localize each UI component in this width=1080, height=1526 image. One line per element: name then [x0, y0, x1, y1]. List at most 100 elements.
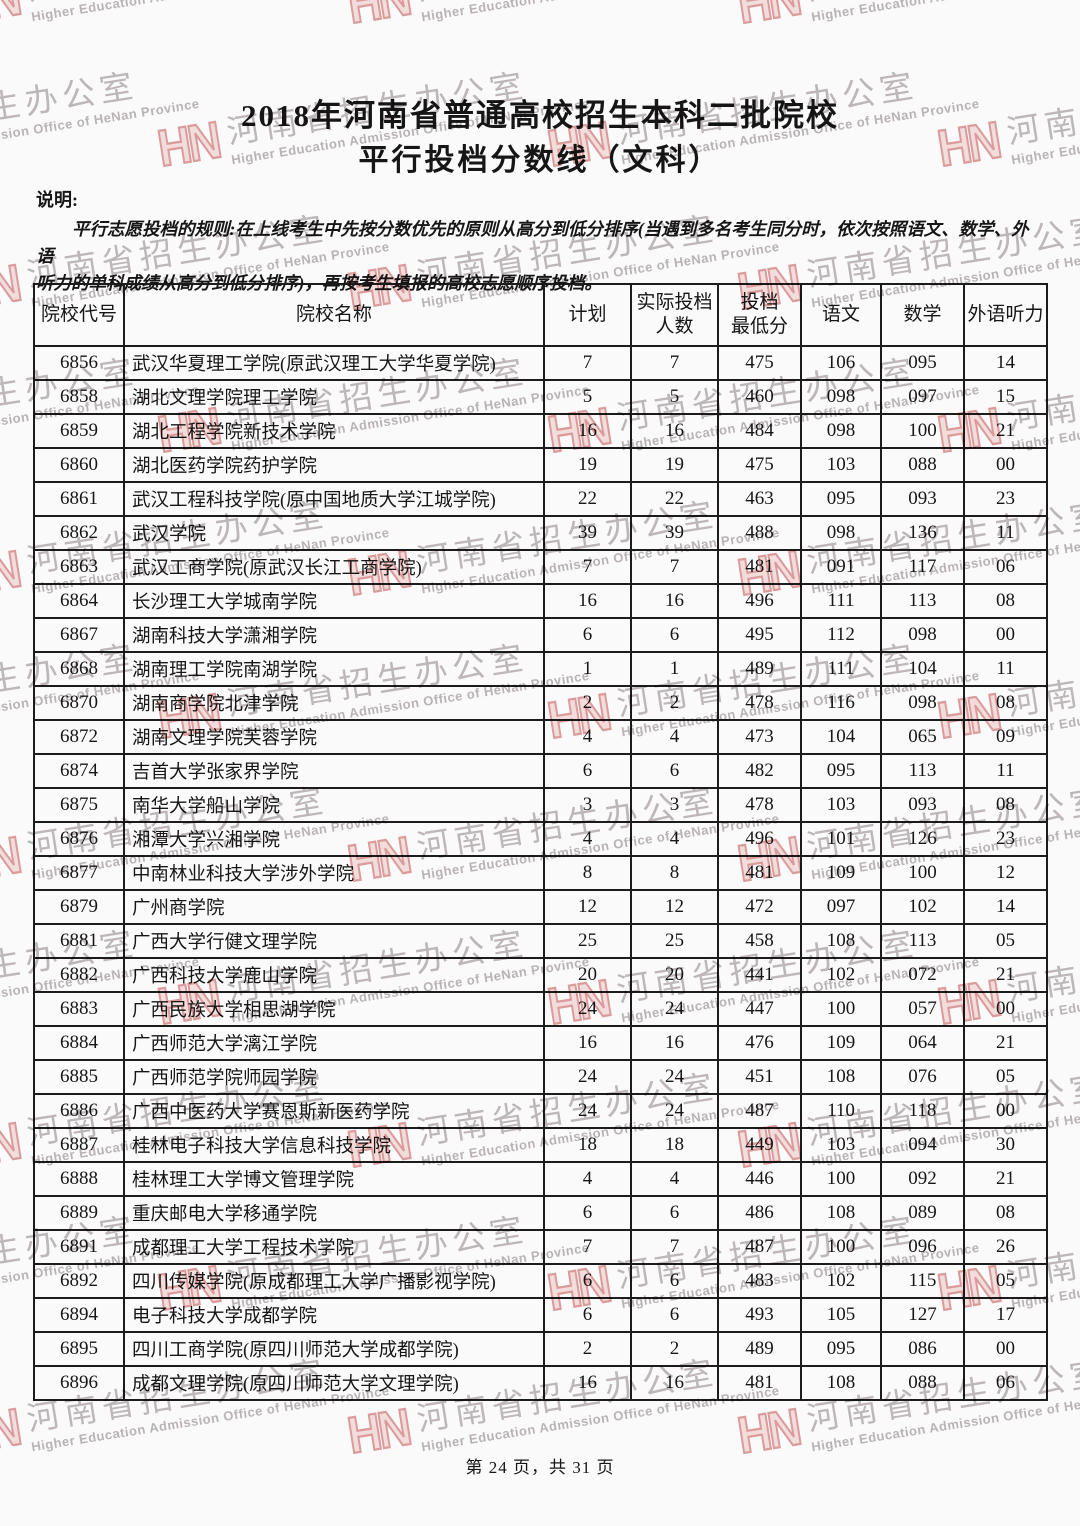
foreign-listening-score: 23	[963, 821, 1048, 857]
college-name: 广西科技大学鹿山学院	[123, 957, 545, 993]
college-name: 武汉工商学院(原武汉长江工商学院)	[123, 549, 545, 585]
table-header-row: 院校代号 院校名称 计划 实际投档 人数 投档 最低分 语文 数学 外语听力	[33, 283, 1048, 347]
plan-count: 4	[543, 821, 632, 857]
foreign-listening-score: 26	[963, 1229, 1048, 1265]
chinese-score: 105	[800, 1297, 882, 1333]
college-code: 6863	[33, 549, 125, 585]
foreign-listening-score: 00	[963, 991, 1048, 1027]
foreign-listening-score: 08	[963, 787, 1048, 823]
title-block: 2018年河南省普通高校招生本科二批院校 平行投档分数线（文科）	[0, 96, 1080, 180]
college-code: 6861	[33, 481, 125, 517]
min-filing-score: 481	[717, 549, 802, 585]
math-score: 113	[880, 923, 965, 959]
min-filing-score: 493	[717, 1297, 802, 1333]
chinese-score: 109	[800, 855, 882, 891]
actual-filed-count: 24	[630, 1093, 719, 1129]
actual-filed-count: 24	[630, 1059, 719, 1095]
table-row: 6885 广西师范学院师园学院 24 24 451 108 076 05	[33, 1059, 1048, 1095]
foreign-listening-score: 14	[963, 889, 1048, 925]
chinese-score: 110	[800, 1093, 882, 1129]
chinese-score: 103	[800, 447, 882, 483]
foreign-listening-score: 14	[963, 345, 1048, 381]
plan-count: 16	[543, 583, 632, 619]
foreign-listening-score: 09	[963, 719, 1048, 755]
math-score: 097	[880, 379, 965, 415]
foreign-listening-score: 08	[963, 685, 1048, 721]
table-row: 6894 电子科技大学成都学院 6 6 493 105 127 17	[33, 1297, 1048, 1333]
foreign-listening-score: 05	[963, 1263, 1048, 1299]
actual-filed-count: 7	[630, 1229, 719, 1265]
actual-filed-count: 7	[630, 549, 719, 585]
foreign-listening-score: 21	[963, 413, 1048, 449]
foreign-listening-score: 11	[963, 515, 1048, 551]
plan-count: 24	[543, 1059, 632, 1095]
table-row: 6875 南华大学船山学院 3 3 478 103 093 08	[33, 787, 1048, 823]
min-filing-score: 487	[717, 1229, 802, 1265]
college-name: 湖南科技大学潇湘学院	[123, 617, 545, 653]
college-name: 湘潭大学兴湘学院	[123, 821, 545, 857]
math-score: 064	[880, 1025, 965, 1061]
college-name: 电子科技大学成都学院	[123, 1297, 545, 1333]
college-name: 四川工商学院(原四川师范大学成都学院)	[123, 1331, 545, 1367]
table-row: 6862 武汉学院 39 39 488 098 136 11	[33, 515, 1048, 551]
college-code: 6867	[33, 617, 125, 653]
foreign-listening-score: 00	[963, 1093, 1048, 1129]
college-code: 6896	[33, 1365, 125, 1401]
min-filing-score: 463	[717, 481, 802, 517]
actual-filed-count: 5	[630, 379, 719, 415]
table-row: 6892 四川传媒学院(原成都理工大学广播影视学院) 6 6 483 102 115 05	[33, 1263, 1048, 1299]
foreign-listening-score: 08	[963, 1195, 1048, 1231]
college-name: 湖北文理学院理工学院	[123, 379, 545, 415]
table-row: 6870 湖南商学院北津学院 2 2 478 116 098 08	[33, 685, 1048, 721]
table-row: 6860 湖北医药学院药护学院 19 19 475 103 088 00	[33, 447, 1048, 483]
math-score: 117	[880, 549, 965, 585]
actual-filed-count: 39	[630, 515, 719, 551]
min-filing-score: 475	[717, 447, 802, 483]
page-title-line1: 2018年河南省普通高校招生本科二批院校	[241, 98, 839, 133]
math-score: 118	[880, 1093, 965, 1129]
college-name: 广西民族大学相思湖学院	[123, 991, 545, 1027]
plan-count: 5	[543, 379, 632, 415]
chinese-score: 104	[800, 719, 882, 755]
math-score: 094	[880, 1127, 965, 1163]
chinese-score: 100	[800, 991, 882, 1027]
table-row: 6886 广西中医药大学赛恩斯新医药学院 24 24 487 110 118 00	[33, 1093, 1048, 1129]
chinese-score: 109	[800, 1025, 882, 1061]
plan-count: 24	[543, 991, 632, 1027]
actual-filed-count: 3	[630, 787, 719, 823]
min-filing-score: 489	[717, 651, 802, 687]
college-name: 中南林业科技大学涉外学院	[123, 855, 545, 891]
college-name: 湖南商学院北津学院	[123, 685, 545, 721]
actual-filed-count: 4	[630, 719, 719, 755]
college-code: 6859	[33, 413, 125, 449]
chinese-score: 108	[800, 1059, 882, 1095]
college-code: 6856	[33, 345, 125, 381]
college-name: 广西师范学院师园学院	[123, 1059, 545, 1095]
college-code: 6888	[33, 1161, 125, 1197]
actual-filed-count: 1	[630, 651, 719, 687]
table-row: 6883 广西民族大学相思湖学院 24 24 447 100 057 00	[33, 991, 1048, 1027]
table-row: 6888 桂林理工大学博文管理学院 4 4 446 100 092 21	[33, 1161, 1048, 1197]
table-row: 6856 武汉华夏理工学院(原武汉理工大学华夏学院) 7 7 475 106 095 14	[33, 345, 1048, 381]
math-score: 104	[880, 651, 965, 687]
table-row: 6864 长沙理工大学城南学院 16 16 496 111 113 08	[33, 583, 1048, 619]
min-filing-score: 486	[717, 1195, 802, 1231]
table-row: 6874 吉首大学张家界学院 6 6 482 095 113 11	[33, 753, 1048, 789]
actual-filed-count: 20	[630, 957, 719, 993]
college-code: 6892	[33, 1263, 125, 1299]
college-name: 重庆邮电大学移通学院	[123, 1195, 545, 1231]
min-filing-score: 451	[717, 1059, 802, 1095]
plan-count: 19	[543, 447, 632, 483]
chinese-score: 098	[800, 515, 882, 551]
chinese-score: 103	[800, 1127, 882, 1163]
college-code: 6895	[33, 1331, 125, 1367]
plan-count: 6	[543, 753, 632, 789]
chinese-score: 097	[800, 889, 882, 925]
foreign-listening-score: 06	[963, 549, 1048, 585]
college-code: 6858	[33, 379, 125, 415]
chinese-score: 100	[800, 1229, 882, 1265]
college-code: 6884	[33, 1025, 125, 1061]
math-score: 089	[880, 1195, 965, 1231]
chinese-score: 108	[800, 1365, 882, 1401]
college-code: 6876	[33, 821, 125, 857]
